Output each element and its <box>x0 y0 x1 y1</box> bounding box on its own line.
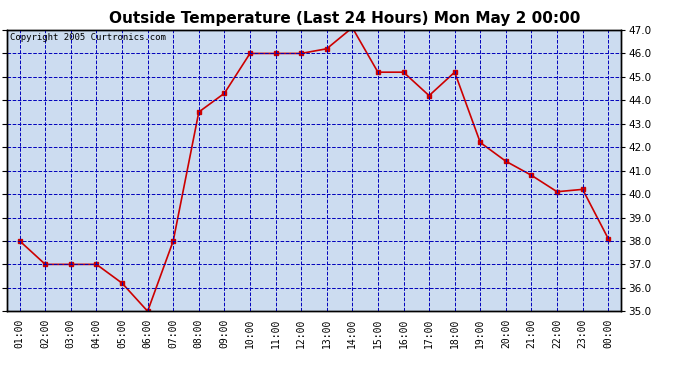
Text: Copyright 2005 Curtronics.com: Copyright 2005 Curtronics.com <box>10 33 166 42</box>
Text: Outside Temperature (Last 24 Hours) Mon May 2 00:00: Outside Temperature (Last 24 Hours) Mon … <box>109 11 581 26</box>
